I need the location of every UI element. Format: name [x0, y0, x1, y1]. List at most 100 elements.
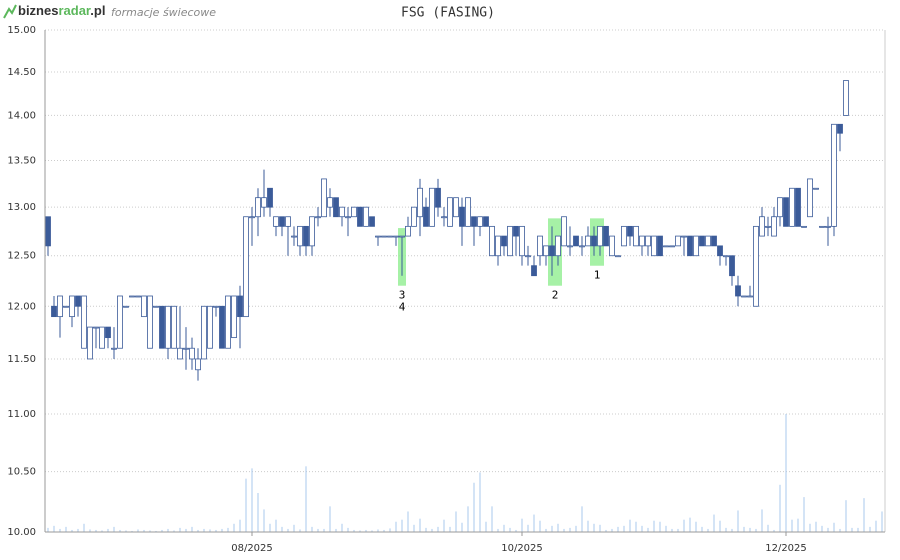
volume-bar [413, 524, 415, 532]
volume-bar [341, 523, 343, 532]
volume-bar [131, 530, 133, 532]
volume-bar [179, 527, 181, 532]
chart-title: FSG (FASING) [401, 6, 495, 21]
volume-bar [191, 526, 193, 532]
volume-bar [359, 530, 361, 532]
volume-bar [167, 528, 169, 532]
candle-body [273, 216, 279, 227]
candle-body [609, 235, 615, 257]
volume-bar [725, 527, 727, 532]
candle-body [435, 187, 441, 208]
volume-bar [839, 528, 841, 532]
candle-body [405, 225, 411, 237]
y-tick-label: 13.50 [7, 155, 36, 166]
candle-body [417, 187, 423, 218]
volume-bar [155, 530, 157, 532]
candle-body [705, 235, 711, 247]
volume-bar [431, 528, 433, 532]
candle-body [87, 326, 93, 360]
candle-body [57, 295, 63, 318]
volume-bar [707, 528, 709, 532]
candle-body [831, 123, 837, 227]
volume-bar [347, 527, 349, 532]
candle-body [69, 295, 75, 318]
volume-bar [599, 524, 601, 532]
volume-bar [581, 506, 583, 532]
candle-layer [45, 80, 849, 381]
volume-bar [761, 509, 763, 532]
candle-body [621, 225, 627, 247]
volume-bar [161, 529, 163, 532]
candle-body [687, 235, 693, 257]
volume-bar [551, 525, 553, 532]
y-tick-label: 15.00 [7, 25, 36, 36]
candle-body [333, 197, 339, 218]
candle-body [543, 245, 549, 257]
volume-bar [227, 527, 229, 532]
candle-body [477, 216, 483, 227]
volume-bar [803, 497, 805, 532]
volume-bar [479, 472, 481, 532]
candle-body [639, 235, 645, 247]
volume-bar [863, 498, 865, 532]
volume-bar [671, 528, 673, 532]
candle-body [63, 305, 69, 308]
candle-body [393, 235, 399, 238]
candle-body [123, 305, 129, 308]
candle-body [747, 295, 753, 298]
candle-body [519, 225, 525, 257]
volume-bar [641, 525, 643, 532]
volume-bar [215, 529, 217, 532]
volume-bar [851, 527, 853, 532]
candle-body [381, 235, 387, 238]
volume-bar [59, 528, 61, 532]
volume-bar [203, 528, 205, 532]
candle-body [369, 216, 375, 227]
candle-body [117, 295, 123, 349]
candle-body [129, 295, 135, 298]
annotation-layer: 34 2 1 [398, 218, 604, 314]
candle-body [711, 235, 717, 247]
candle-body [279, 216, 285, 227]
candle-body [165, 305, 171, 349]
volume-bar [281, 526, 283, 532]
y-tick-label: 12.50 [7, 251, 36, 262]
volume-bar [287, 528, 289, 532]
candle-body [321, 178, 327, 218]
candle-body [309, 216, 315, 247]
volume-bar [323, 528, 325, 532]
candle-body [699, 235, 705, 247]
volume-layer [47, 413, 883, 532]
volume-bar [527, 524, 529, 532]
y-tick-label: 11.00 [7, 409, 36, 420]
y-tick-label: 12.00 [7, 301, 36, 312]
candle-body [99, 326, 105, 349]
candle-body [357, 206, 363, 227]
volume-bar [233, 523, 235, 532]
volume-bar [305, 466, 307, 532]
y-tick-label: 14.50 [7, 67, 36, 78]
volume-bar [125, 530, 127, 532]
volume-bar [827, 527, 829, 532]
candle-body [207, 305, 213, 349]
volume-bar [797, 518, 799, 532]
candle-body [675, 235, 681, 247]
candle-body [741, 295, 747, 298]
volume-bar [665, 525, 667, 532]
candle-body [693, 235, 699, 257]
volume-bar [371, 530, 373, 532]
volume-bar [719, 520, 721, 532]
logo: biznesradar.pl [18, 3, 105, 18]
candle-body [297, 225, 303, 247]
volume-bar [377, 529, 379, 532]
volume-bar [335, 528, 337, 532]
volume-bar [695, 521, 697, 532]
volume-bar [383, 529, 385, 532]
candle-body [285, 216, 291, 227]
volume-bar [389, 528, 391, 532]
candle-body [813, 187, 819, 190]
volume-bar [143, 529, 145, 532]
volume-bar [617, 526, 619, 532]
candle-body [375, 235, 381, 238]
candle-body [651, 235, 657, 257]
